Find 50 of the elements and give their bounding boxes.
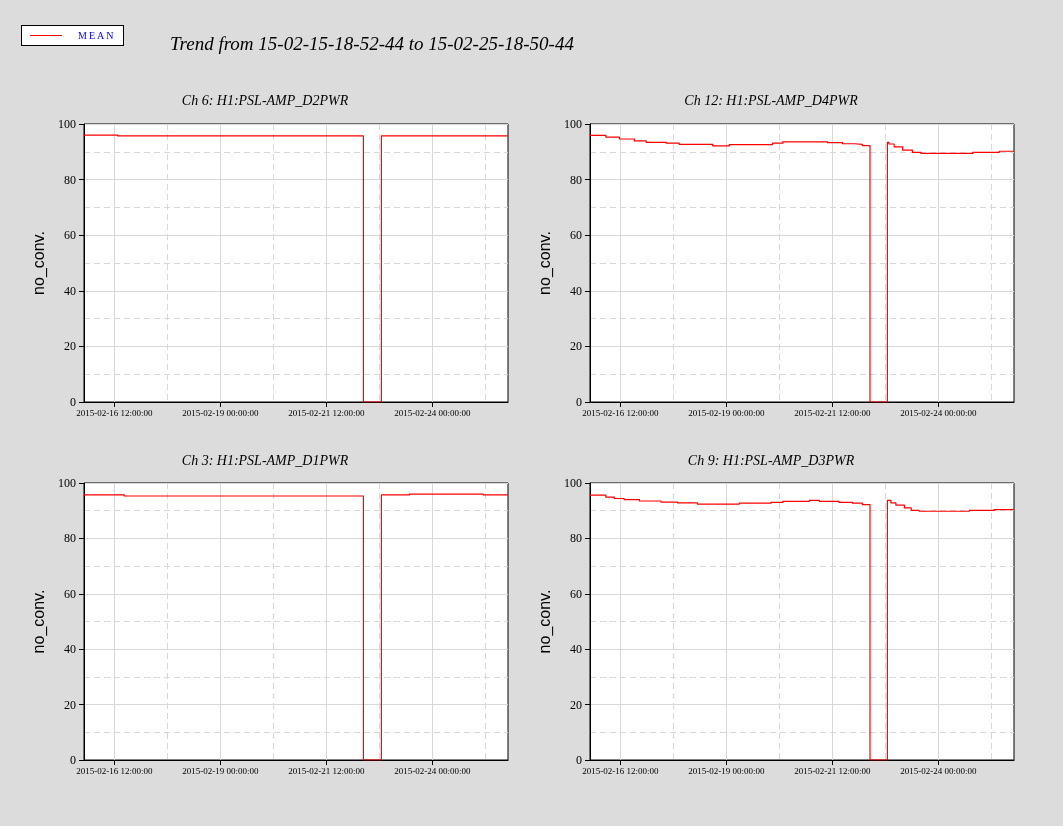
y-tick-label: 80 xyxy=(64,531,76,546)
y-tick-label: 0 xyxy=(576,753,582,767)
y-tick-label: 0 xyxy=(70,395,76,409)
y-tick-label: 40 xyxy=(64,642,76,657)
x-tick-label: 2015-02-24 00:00:00 xyxy=(394,765,471,776)
x-tick-label: 2015-02-19 00:00:00 xyxy=(688,765,765,776)
y-axis-title: no_conv. xyxy=(535,231,554,295)
y-tick-label: 40 xyxy=(64,283,76,298)
y-tick-label: 20 xyxy=(64,697,76,712)
legend-label: MEAN xyxy=(78,30,116,41)
y-tick-label: 40 xyxy=(570,283,582,298)
y-tick-label: 0 xyxy=(576,395,582,409)
chart-title: Ch 12: H1:PSL-AMP_D4PWR xyxy=(684,92,859,108)
text: Trend from 15-02-15-18-52-44 to 15-02-25-18-50-44 xyxy=(170,33,574,55)
chart-title: Ch 9: H1:PSL-AMP_D3PWR xyxy=(687,452,855,468)
x-tick-label: 2015-02-16 12:00:00 xyxy=(76,765,153,776)
y-tick-label: 60 xyxy=(570,228,582,243)
y-axis-title: no_conv. xyxy=(535,589,554,654)
x-tick-label: 2015-02-24 00:00:00 xyxy=(394,407,471,418)
x-tick-label: 2015-02-16 12:00:00 xyxy=(76,407,153,418)
y-tick-label: 100 xyxy=(58,117,76,131)
y-tick-label: 60 xyxy=(570,586,582,601)
y-tick-label: 100 xyxy=(564,117,582,131)
chart-title: Ch 3: H1:PSL-AMP_D1PWR xyxy=(181,452,349,468)
x-tick-label: 2015-02-21 12:00:00 xyxy=(288,407,365,418)
x-tick-label: 2015-02-19 00:00:00 xyxy=(182,765,259,776)
x-tick-label: 2015-02-24 00:00:00 xyxy=(900,407,977,418)
y-tick-label: 20 xyxy=(64,339,76,354)
y-tick-label: 40 xyxy=(570,642,582,657)
y-axis-title: no_conv. xyxy=(29,231,48,295)
y-tick-label: 20 xyxy=(570,339,582,354)
x-tick-label: 2015-02-19 00:00:00 xyxy=(182,407,259,418)
x-tick-label: 2015-02-21 12:00:00 xyxy=(288,765,365,776)
x-tick-label: 2015-02-21 12:00:00 xyxy=(794,407,871,418)
x-tick-label: 2015-02-19 00:00:00 xyxy=(688,407,765,418)
chart-title: Ch 6: H1:PSL-AMP_D2PWR xyxy=(181,92,349,108)
y-tick-label: 100 xyxy=(564,476,582,490)
x-tick-label: 2015-02-16 12:00:00 xyxy=(582,407,659,418)
x-tick-label: 2015-02-21 12:00:00 xyxy=(794,765,871,776)
y-tick-label: 20 xyxy=(570,697,582,712)
y-axis-title: no_conv. xyxy=(29,589,48,654)
y-tick-label: 60 xyxy=(64,586,76,601)
x-tick-label: 2015-02-16 12:00:00 xyxy=(582,765,659,776)
y-tick-label: 80 xyxy=(570,531,582,546)
y-tick-label: 60 xyxy=(64,228,76,243)
y-tick-label: 80 xyxy=(64,172,76,187)
y-tick-label: 100 xyxy=(58,476,76,490)
x-tick-label: 2015-02-24 00:00:00 xyxy=(900,765,977,776)
y-tick-label: 80 xyxy=(570,172,582,187)
y-tick-label: 0 xyxy=(70,753,76,767)
